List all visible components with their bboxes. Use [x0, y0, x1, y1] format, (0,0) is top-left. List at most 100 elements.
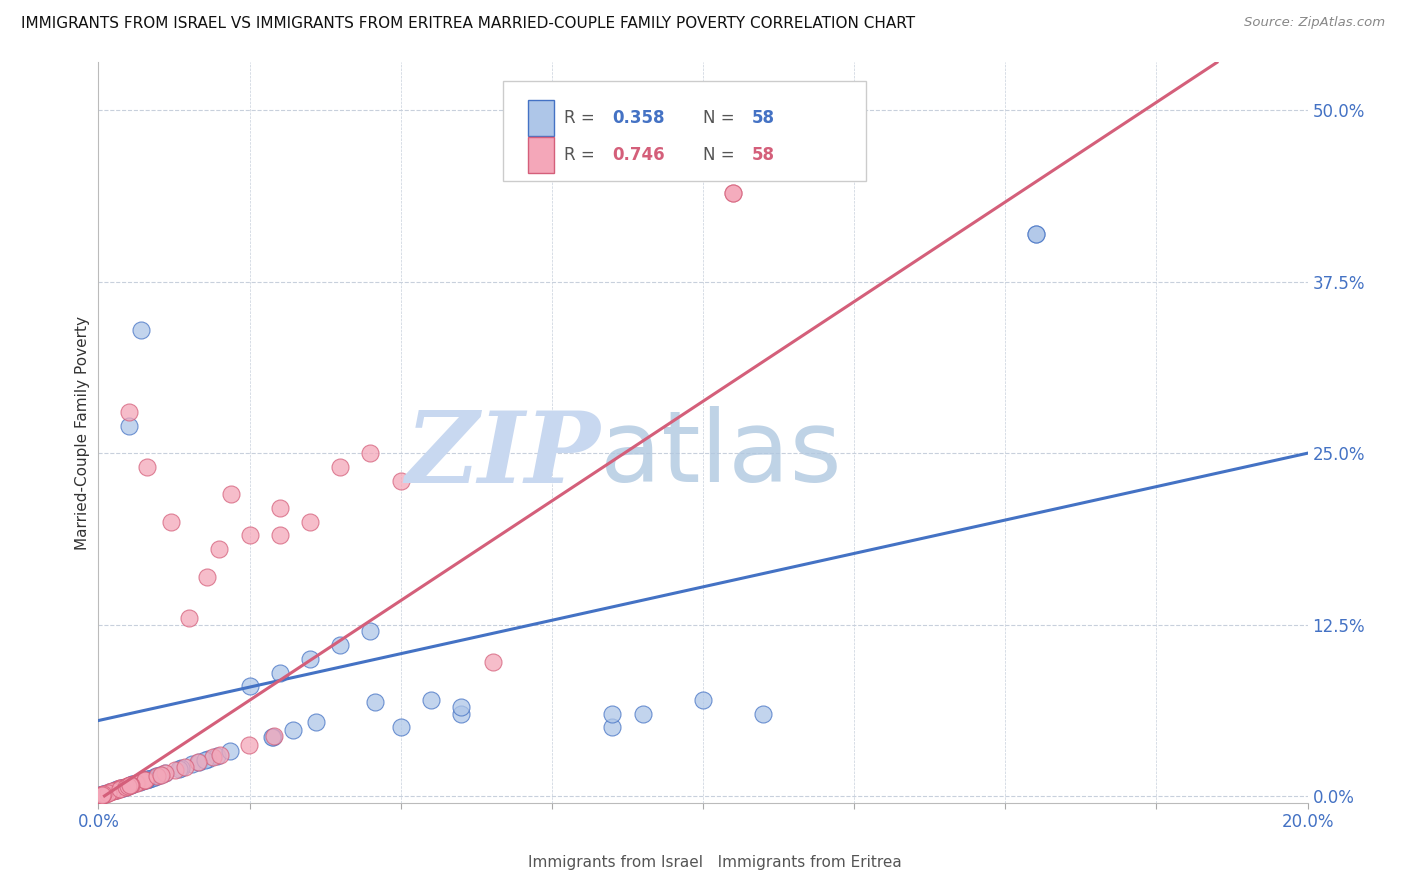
- Point: [91, 788, 114, 802]
- Point: [134, 772, 156, 787]
- Text: 58: 58: [751, 146, 775, 164]
- Point: [299, 652, 322, 666]
- Point: [118, 405, 141, 419]
- Point: [163, 763, 186, 777]
- Point: [111, 780, 134, 795]
- Point: [201, 750, 224, 764]
- Point: [129, 774, 152, 789]
- Point: [631, 706, 654, 721]
- Point: [122, 777, 145, 791]
- Point: [104, 783, 127, 797]
- Point: [167, 762, 190, 776]
- Point: [269, 665, 291, 680]
- Point: [187, 755, 209, 769]
- Point: [149, 768, 172, 782]
- Point: [134, 772, 156, 787]
- Point: [188, 755, 211, 769]
- Point: [110, 781, 132, 796]
- Point: [134, 773, 156, 788]
- Text: Immigrants from Israel: Immigrants from Israel: [529, 855, 703, 870]
- Point: [692, 693, 714, 707]
- Point: [110, 781, 132, 796]
- Point: [305, 714, 328, 729]
- Point: [752, 706, 775, 721]
- Point: [118, 418, 141, 433]
- Point: [179, 611, 201, 625]
- Point: [450, 706, 472, 721]
- Point: [93, 787, 115, 801]
- Bar: [716, 849, 745, 873]
- Y-axis label: Married-Couple Family Poverty: Married-Couple Family Poverty: [75, 316, 90, 549]
- Point: [120, 778, 142, 792]
- Point: [238, 738, 260, 752]
- Point: [482, 655, 505, 669]
- Point: [90, 788, 112, 802]
- Point: [107, 782, 129, 797]
- Point: [299, 515, 322, 529]
- Point: [221, 487, 243, 501]
- Point: [269, 501, 291, 516]
- Point: [239, 528, 262, 542]
- Point: [121, 777, 143, 791]
- Point: [112, 780, 135, 795]
- Point: [173, 759, 195, 773]
- Point: [197, 751, 219, 765]
- Point: [97, 786, 120, 800]
- Point: [329, 459, 352, 474]
- Point: [723, 186, 745, 200]
- Point: [194, 753, 217, 767]
- Point: [143, 770, 166, 784]
- Point: [105, 782, 128, 797]
- Point: [136, 772, 159, 787]
- Point: [115, 780, 138, 794]
- Point: [125, 776, 148, 790]
- Point: [93, 787, 115, 801]
- Point: [117, 779, 139, 793]
- Point: [195, 569, 218, 583]
- Text: N =: N =: [703, 109, 740, 127]
- Point: [360, 446, 382, 460]
- Point: [389, 720, 412, 734]
- Point: [160, 515, 183, 529]
- Point: [269, 528, 291, 542]
- Point: [141, 771, 163, 785]
- Point: [281, 723, 304, 737]
- Point: [134, 773, 156, 788]
- Point: [263, 729, 285, 743]
- Point: [135, 459, 157, 474]
- Text: Immigrants from Eritrea: Immigrants from Eritrea: [703, 855, 901, 870]
- Bar: [527, 100, 554, 136]
- Text: atlas: atlas: [600, 407, 842, 503]
- Point: [205, 748, 228, 763]
- Point: [101, 784, 124, 798]
- Bar: [503, 849, 534, 873]
- Point: [1024, 227, 1046, 241]
- Point: [94, 787, 117, 801]
- Point: [364, 695, 387, 709]
- Point: [97, 785, 120, 799]
- Point: [121, 778, 143, 792]
- Point: [1024, 227, 1046, 241]
- Point: [180, 757, 202, 772]
- Text: IMMIGRANTS FROM ISRAEL VS IMMIGRANTS FROM ERITREA MARRIED-COUPLE FAMILY POVERTY : IMMIGRANTS FROM ISRAEL VS IMMIGRANTS FRO…: [21, 16, 915, 31]
- Point: [602, 720, 624, 734]
- Point: [153, 766, 176, 780]
- Bar: [527, 137, 554, 173]
- Point: [93, 787, 115, 801]
- Point: [90, 788, 112, 802]
- Point: [138, 772, 160, 786]
- Point: [93, 787, 115, 801]
- Point: [450, 699, 472, 714]
- Point: [104, 783, 127, 797]
- Point: [360, 624, 382, 639]
- Point: [131, 774, 153, 789]
- Point: [723, 186, 745, 200]
- Point: [219, 744, 242, 758]
- Text: Source: ZipAtlas.com: Source: ZipAtlas.com: [1244, 16, 1385, 29]
- Point: [114, 780, 136, 794]
- Text: R =: R =: [564, 109, 600, 127]
- Point: [389, 474, 412, 488]
- Point: [114, 780, 136, 794]
- Text: 0.746: 0.746: [612, 146, 665, 164]
- Point: [239, 679, 262, 693]
